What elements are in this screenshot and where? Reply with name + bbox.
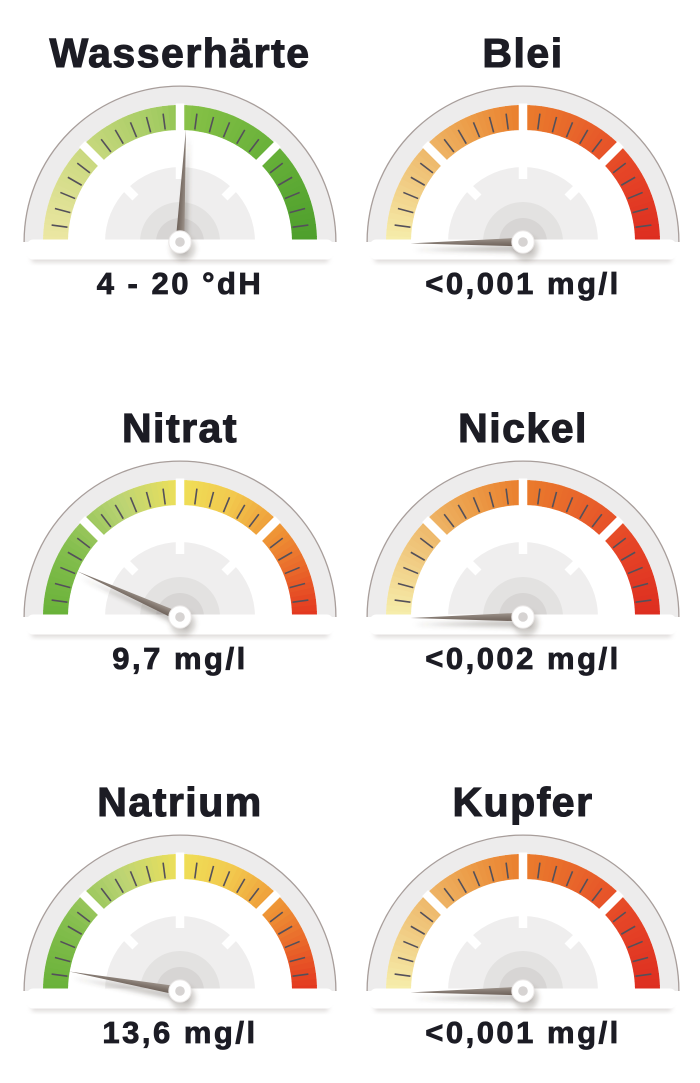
- gauge-title: Nickel: [458, 404, 588, 451]
- tick-marks: [51, 488, 309, 603]
- dial-face: [448, 542, 598, 617]
- divider-spokes: [79, 852, 281, 950]
- tick-marks: [51, 862, 309, 977]
- tick-marks: [51, 113, 309, 228]
- divider-spokes: [422, 852, 624, 950]
- needle-hub: [511, 979, 535, 1003]
- gauge-value-label: <0,002 mg/l: [425, 641, 621, 677]
- gauge-outer-ring: [23, 834, 337, 991]
- gauge-needle: [175, 129, 186, 249]
- dial-face: [105, 916, 255, 991]
- gauge-needle: [410, 612, 530, 622]
- gauge-outline: [366, 85, 680, 243]
- tick-marks: [394, 113, 652, 228]
- needle-hub: [511, 230, 535, 254]
- gauge-title: Kupfer: [452, 778, 594, 825]
- gauge-outline: [23, 460, 337, 618]
- gauge-outer-ring: [23, 85, 337, 242]
- gauge-card-nickel: Nickel <0,002 mg/l: [353, 404, 693, 707]
- divider-spokes: [422, 103, 624, 201]
- gauge-outline: [366, 460, 680, 618]
- gauge-color-band: [386, 480, 660, 617]
- gauge-outline: [366, 834, 680, 992]
- gauge-value-label: 4 - 20 °dH: [96, 266, 264, 302]
- gauge-outer-ring: [23, 460, 337, 617]
- gauge-card-wasserhrte: Wasserhärte 4 - 20 °dH: [10, 29, 350, 332]
- gauge-dial: [366, 85, 680, 263]
- gauge-needle: [69, 971, 187, 997]
- gauge-value-label: 9,7 mg/l: [112, 641, 248, 677]
- gauge-card-natrium: Natrium 13,6 mg/l: [10, 778, 350, 1081]
- gauge-needle: [410, 986, 530, 996]
- divider-spokes: [79, 103, 281, 201]
- needle-hub: [511, 605, 535, 629]
- gauge-dial: [366, 460, 680, 638]
- gauge-outer-ring: [366, 460, 680, 617]
- gauge-needle: [77, 571, 188, 624]
- gauge-card-blei: Blei <0,001 mg/l: [353, 29, 693, 332]
- gauge-title: Blei: [482, 29, 564, 76]
- gauge-card-kupfer: Kupfer <0,001 mg/l: [353, 778, 693, 1081]
- dial-face: [448, 916, 598, 991]
- divider-spokes: [79, 478, 281, 576]
- needle-hub: [168, 979, 192, 1003]
- gauge-value-label: <0,001 mg/l: [425, 1015, 621, 1051]
- gauge-color-band: [43, 854, 317, 991]
- dial-face: [448, 167, 598, 242]
- tick-marks: [394, 488, 652, 603]
- gauge-dial: [23, 85, 337, 263]
- gauge-title: Wasserhärte: [49, 29, 311, 76]
- gauge-outline: [23, 85, 337, 243]
- gauge-value-label: 13,6 mg/l: [102, 1015, 258, 1051]
- gauge-title: Natrium: [97, 778, 263, 825]
- gauge-dial: [23, 834, 337, 1012]
- tick-marks: [394, 862, 652, 977]
- gauge-title: Nitrat: [121, 404, 239, 451]
- gauge-dial: [366, 834, 680, 1012]
- gauge-outer-ring: [366, 85, 680, 242]
- divider-spokes: [422, 478, 624, 576]
- needle-hub: [168, 230, 192, 254]
- gauge-needle: [410, 237, 530, 247]
- gauge-dial: [23, 460, 337, 638]
- needle-hub: [168, 605, 192, 629]
- gauge-card-nitrat: Nitrat 9,7 mg/l: [10, 404, 350, 707]
- gauge-value-label: <0,001 mg/l: [425, 266, 621, 302]
- gauge-outline: [23, 834, 337, 992]
- gauge-outer-ring: [366, 834, 680, 991]
